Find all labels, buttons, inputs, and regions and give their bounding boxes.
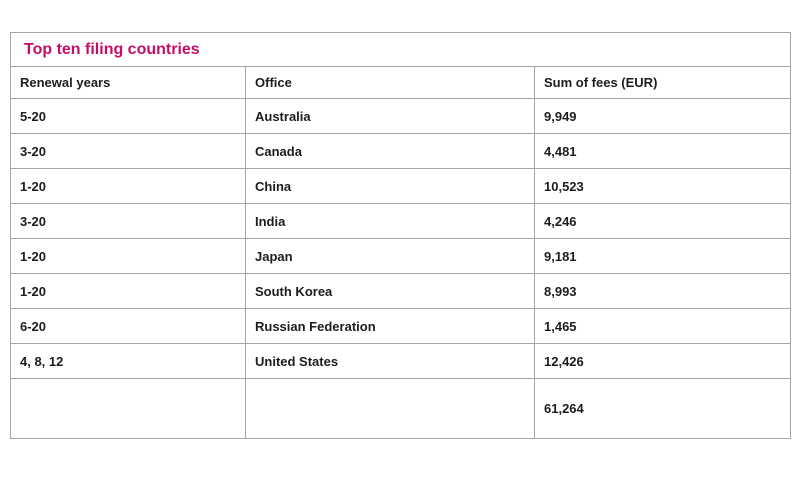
cell-fees: 9,181: [534, 238, 791, 274]
table-row: 6-20 Russian Federation 1,465: [10, 308, 791, 344]
table-row: 5-20 Australia 9,949: [10, 98, 791, 134]
cell-renewal-years: 1-20: [10, 238, 246, 274]
table-row: 1-20 China 10,523: [10, 168, 791, 204]
table-row: 1-20 South Korea 8,993: [10, 273, 791, 309]
table-row: 3-20 Canada 4,481: [10, 133, 791, 169]
fees-table: Top ten filing countries Renewal years O…: [10, 32, 791, 439]
cell-renewal-years: 1-20: [10, 168, 246, 204]
cell-office: Australia: [245, 98, 535, 134]
table-title-row: Top ten filing countries: [10, 32, 791, 67]
table-row: 1-20 Japan 9,181: [10, 238, 791, 274]
table-title-cell: Top ten filing countries: [10, 32, 791, 67]
total-empty-cell-renewal-years: [10, 378, 246, 439]
cell-renewal-years: 1-20: [10, 273, 246, 309]
table-title: Top ten filing countries: [24, 40, 200, 58]
column-header-office: Office: [245, 66, 535, 99]
cell-fees: 12,426: [534, 343, 791, 379]
cell-office: Russian Federation: [245, 308, 535, 344]
cell-fees: 8,993: [534, 273, 791, 309]
column-header-renewal-years: Renewal years: [10, 66, 246, 99]
cell-fees: 9,949: [534, 98, 791, 134]
cell-fees: 4,246: [534, 203, 791, 239]
cell-office: India: [245, 203, 535, 239]
table-row: 3-20 India 4,246: [10, 203, 791, 239]
top-filing-countries-panel: Top ten filing countries Renewal years O…: [10, 32, 791, 439]
cell-office: Canada: [245, 133, 535, 169]
cell-renewal-years: 3-20: [10, 133, 246, 169]
cell-office: United States: [245, 343, 535, 379]
cell-fees: 10,523: [534, 168, 791, 204]
cell-renewal-years: 6-20: [10, 308, 246, 344]
cell-fees: 4,481: [534, 133, 791, 169]
cell-office: Japan: [245, 238, 535, 274]
cell-renewal-years: 5-20: [10, 98, 246, 134]
cell-office: South Korea: [245, 273, 535, 309]
column-header-sum-of-fees: Sum of fees (EUR): [534, 66, 791, 99]
cell-fees: 1,465: [534, 308, 791, 344]
table-row: 4, 8, 12 United States 12,426: [10, 343, 791, 379]
total-empty-cell-office: [245, 378, 535, 439]
cell-renewal-years: 3-20: [10, 203, 246, 239]
cell-office: China: [245, 168, 535, 204]
total-row: 61,264: [10, 378, 791, 439]
table-header-row: Renewal years Office Sum of fees (EUR): [10, 66, 791, 99]
cell-renewal-years: 4, 8, 12: [10, 343, 246, 379]
total-fees-value: 61,264: [534, 378, 791, 439]
